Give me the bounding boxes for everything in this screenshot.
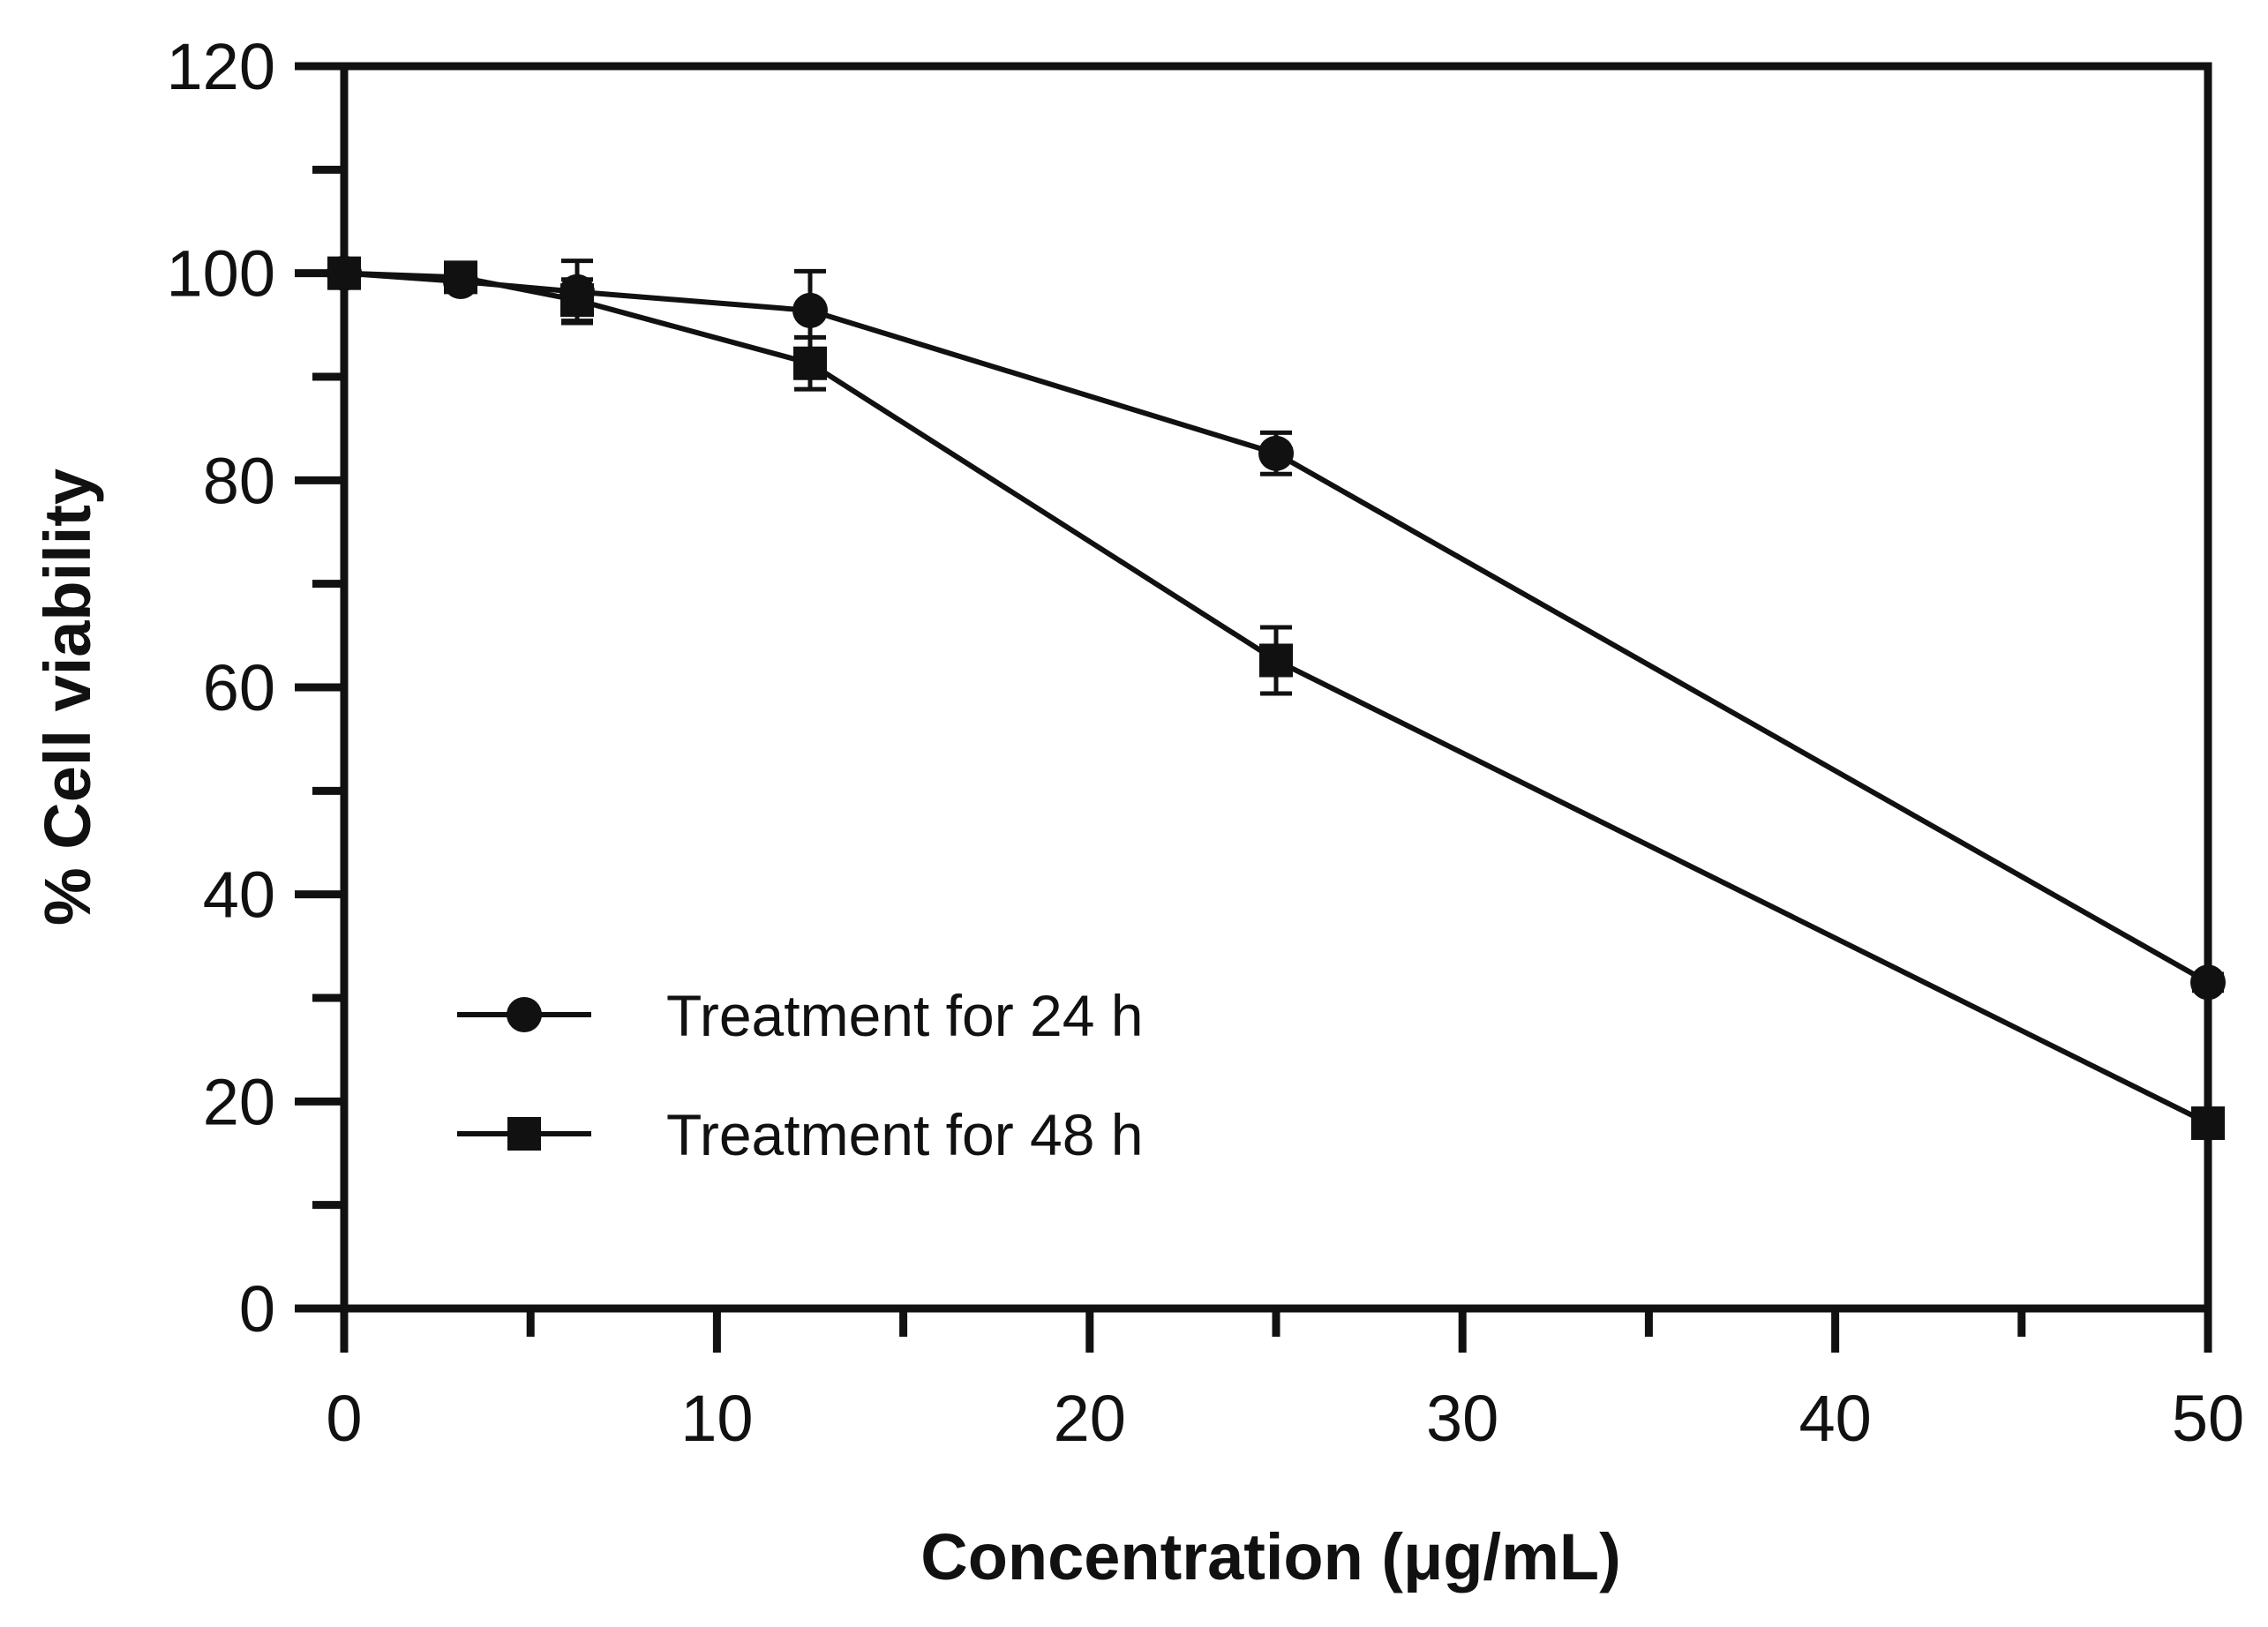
data-point-square <box>793 346 827 380</box>
x-tick-label: 40 <box>1799 1382 1871 1455</box>
series-line <box>343 270 2210 986</box>
y-tick-label: 80 <box>203 444 275 517</box>
legend-item-24h: Treatment for 24 h <box>457 983 1143 1048</box>
legend-marker-circle <box>507 997 542 1032</box>
legend: Treatment for 24 h Treatment for 48 h <box>457 983 1143 1167</box>
y-tick-label: 100 <box>167 237 275 311</box>
x-tick-label: 30 <box>1426 1382 1498 1455</box>
y-tick-label: 60 <box>203 651 275 724</box>
y-tick-label: 40 <box>203 858 275 932</box>
x-tick-label: 0 <box>326 1382 362 1455</box>
y-tick-label: 0 <box>239 1272 275 1346</box>
y-tick-label: 20 <box>203 1065 275 1138</box>
data-point-square <box>444 260 477 295</box>
data-point-circle <box>1258 435 1294 471</box>
x-tick-label: 10 <box>680 1382 753 1455</box>
legend-marker-square <box>507 1117 541 1151</box>
series-line <box>343 270 2210 1126</box>
x-tick-label: 50 <box>2172 1382 2244 1455</box>
x-axis-title: Concentration (μg/mL) <box>920 1520 1620 1593</box>
data-point-square <box>2191 1106 2225 1140</box>
tick-labels: 0 20 40 60 80 100 120 0 10 20 30 40 50 <box>167 30 2245 1455</box>
data-series <box>327 255 2226 1140</box>
tick-marks <box>295 62 2212 1353</box>
legend-label-48h: Treatment for 48 h <box>666 1102 1143 1167</box>
legend-label-24h: Treatment for 24 h <box>666 983 1143 1048</box>
y-tick-label: 120 <box>167 30 275 103</box>
data-point-circle <box>2190 964 2226 1001</box>
y-axis-title: % Cell viability <box>31 469 104 926</box>
legend-item-48h: Treatment for 48 h <box>457 1102 1143 1167</box>
x-tick-label: 20 <box>1054 1382 1126 1455</box>
data-point-square <box>1259 643 1293 678</box>
series-48h <box>327 256 2225 1140</box>
data-point-square <box>560 283 594 318</box>
data-point-circle <box>792 292 828 328</box>
data-point-square <box>327 256 361 290</box>
